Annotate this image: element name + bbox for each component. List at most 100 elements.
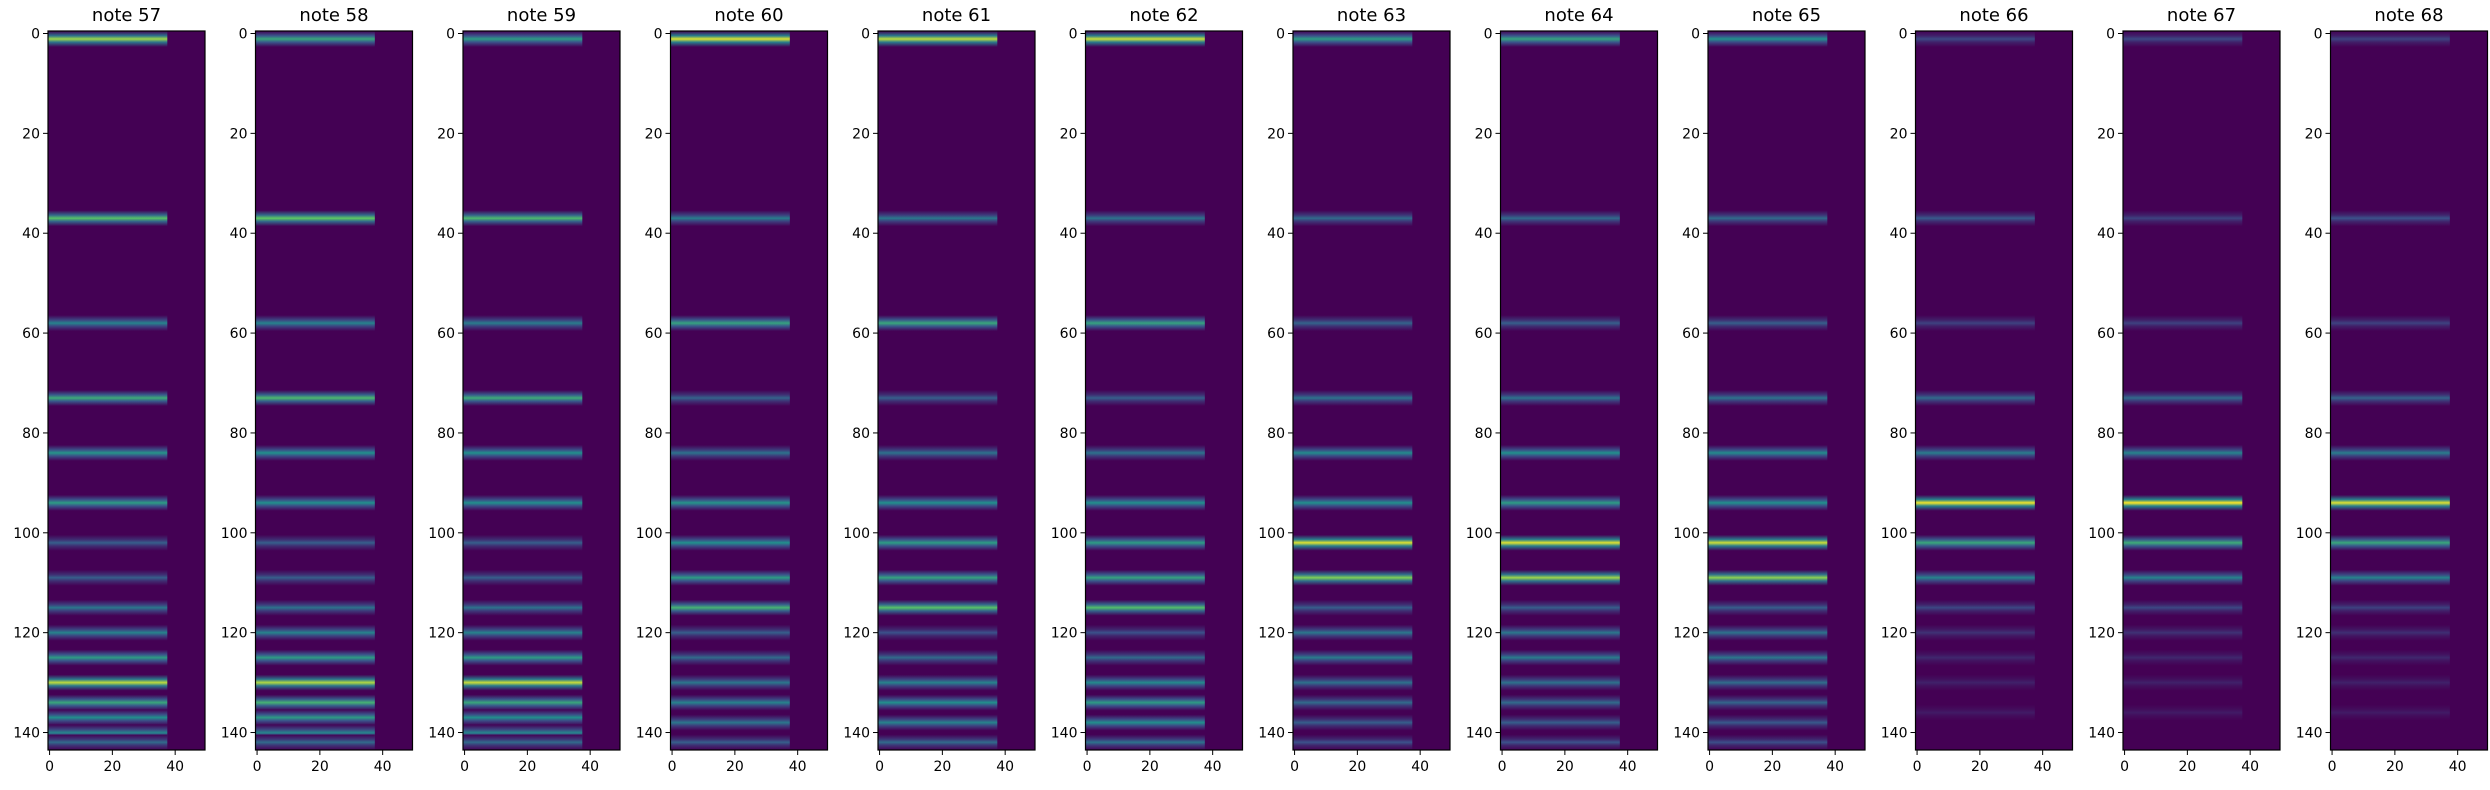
- heatmap-band: [2123, 569, 2243, 586]
- heatmap-band: [1708, 569, 1828, 586]
- y-tick-label: 20: [645, 126, 663, 142]
- heatmap-band: [2330, 494, 2450, 511]
- x-tick-label: 40: [2034, 759, 2052, 775]
- heatmap-band: [878, 534, 998, 551]
- heatmap-band: [48, 210, 168, 227]
- heatmap-band: [878, 494, 998, 511]
- heatmap-band: [1500, 31, 1620, 47]
- heatmap-band: [1708, 649, 1828, 666]
- heatmap-band: [2123, 444, 2243, 461]
- heatmap-band: [1708, 31, 1828, 47]
- y-tick-label: 120: [2088, 626, 2115, 642]
- heatmap-band: [2123, 649, 2243, 666]
- y-tick-label: 40: [1060, 226, 1078, 242]
- heatmap-band: [1293, 31, 1413, 47]
- heatmap-band: [1293, 494, 1413, 511]
- y-tick-label: 100: [13, 526, 40, 542]
- heatmap-band: [48, 674, 168, 691]
- y-tick-label: 60: [2097, 326, 2115, 342]
- heatmap-band: [255, 649, 375, 666]
- y-tick-label: 140: [1466, 726, 1493, 742]
- y-tick-label: 0: [1691, 26, 1700, 42]
- y-tick-label: 120: [221, 626, 248, 642]
- heatmap-band: [878, 444, 998, 461]
- panel-title: note 58: [299, 5, 368, 26]
- heatmap-band: [2330, 534, 2450, 551]
- heatmap-band: [670, 599, 790, 616]
- y-tick-label: 140: [428, 726, 455, 742]
- heatmap-band: [1085, 649, 1205, 666]
- heatmap-band: [1915, 444, 2035, 461]
- heatmap-band: [2330, 704, 2450, 721]
- panel-title: note 64: [1544, 5, 1613, 26]
- heatmap-band: [1293, 599, 1413, 616]
- heatmap-band: [1293, 444, 1413, 461]
- panel-title: note 65: [1752, 5, 1821, 26]
- heatmap-band: [1708, 734, 1828, 750]
- y-tick-label: 20: [1682, 126, 1700, 142]
- heatmap-band: [255, 534, 375, 551]
- y-tick-label: 100: [428, 526, 455, 542]
- heatmap-band: [463, 31, 583, 47]
- y-tick-label: 100: [1258, 526, 1285, 542]
- y-tick-label: 0: [31, 26, 40, 42]
- heatmap-band: [878, 734, 998, 750]
- y-tick-label: 40: [1475, 226, 1493, 242]
- heatmap-band: [2123, 534, 2243, 551]
- y-tick-label: 80: [230, 426, 248, 442]
- heatmap-band: [1915, 31, 2035, 47]
- y-tick-label: 40: [2097, 226, 2115, 242]
- y-tick-label: 80: [437, 426, 455, 442]
- heatmap-band: [670, 31, 790, 47]
- heatmap-band: [2123, 704, 2243, 721]
- heatmap-band: [1915, 624, 2035, 641]
- y-tick-label: 100: [1881, 526, 1908, 542]
- y-tick-label: 60: [2305, 326, 2323, 342]
- heatmap-band: [463, 674, 583, 691]
- y-tick-label: 0: [1484, 26, 1493, 42]
- heatmap-band: [255, 694, 375, 711]
- heatmap-band: [2330, 444, 2450, 461]
- heatmap-band: [1915, 534, 2035, 551]
- y-tick-label: 40: [2305, 226, 2323, 242]
- heatmap-band: [1708, 599, 1828, 616]
- heatmap-band: [1915, 704, 2035, 721]
- heatmap-band: [670, 734, 790, 750]
- heatmap-panel: note 68 0 20 40 60 80 100 120 140 0 20 40: [2296, 5, 2489, 775]
- heatmap-band: [2123, 315, 2243, 332]
- heatmap-band: [255, 31, 375, 47]
- heatmap-panel: note 63 0 20 40 60 80 100 120 140 0 20 40: [1258, 5, 1451, 775]
- y-tick-label: 20: [437, 126, 455, 142]
- x-tick-label: 40: [1619, 759, 1637, 775]
- panel-title: note 62: [1129, 5, 1198, 26]
- panel-frame: [2122, 30, 2281, 751]
- y-tick-label: 140: [13, 726, 40, 742]
- y-tick-label: 120: [13, 626, 40, 642]
- heatmap-band: [48, 694, 168, 711]
- heatmap-band: [463, 315, 583, 332]
- heatmap-panel: note 66 0 20 40 60 80 100 120 140 0 20 40: [1881, 5, 2074, 775]
- heatmap-band: [878, 674, 998, 691]
- y-tick-label: 0: [446, 26, 455, 42]
- y-tick-label: 100: [1466, 526, 1493, 542]
- heatmap-band: [1293, 734, 1413, 750]
- y-tick-label: 100: [843, 526, 870, 542]
- heatmap-band: [2330, 599, 2450, 616]
- heatmap-band: [1085, 444, 1205, 461]
- y-tick-label: 80: [645, 426, 663, 442]
- panel-title: note 67: [2167, 5, 2236, 26]
- heatmap-band: [1500, 624, 1620, 641]
- x-tick-label: 20: [933, 759, 951, 775]
- x-tick-label: 20: [1971, 759, 1989, 775]
- heatmap-band: [1085, 734, 1205, 750]
- x-tick-label: 20: [1348, 759, 1366, 775]
- heatmap-band: [1708, 390, 1828, 406]
- heatmap-band: [463, 534, 583, 551]
- heatmap-band: [1085, 674, 1205, 691]
- heatmap-band: [1085, 390, 1205, 406]
- heatmap-band: [1500, 390, 1620, 406]
- heatmap-band: [1915, 599, 2035, 616]
- heatmap-band: [48, 709, 168, 726]
- heatmap-panel: note 58 0 20 40 60 80 100 120 140 0 20 40: [221, 5, 414, 775]
- y-tick-label: 80: [1682, 426, 1700, 442]
